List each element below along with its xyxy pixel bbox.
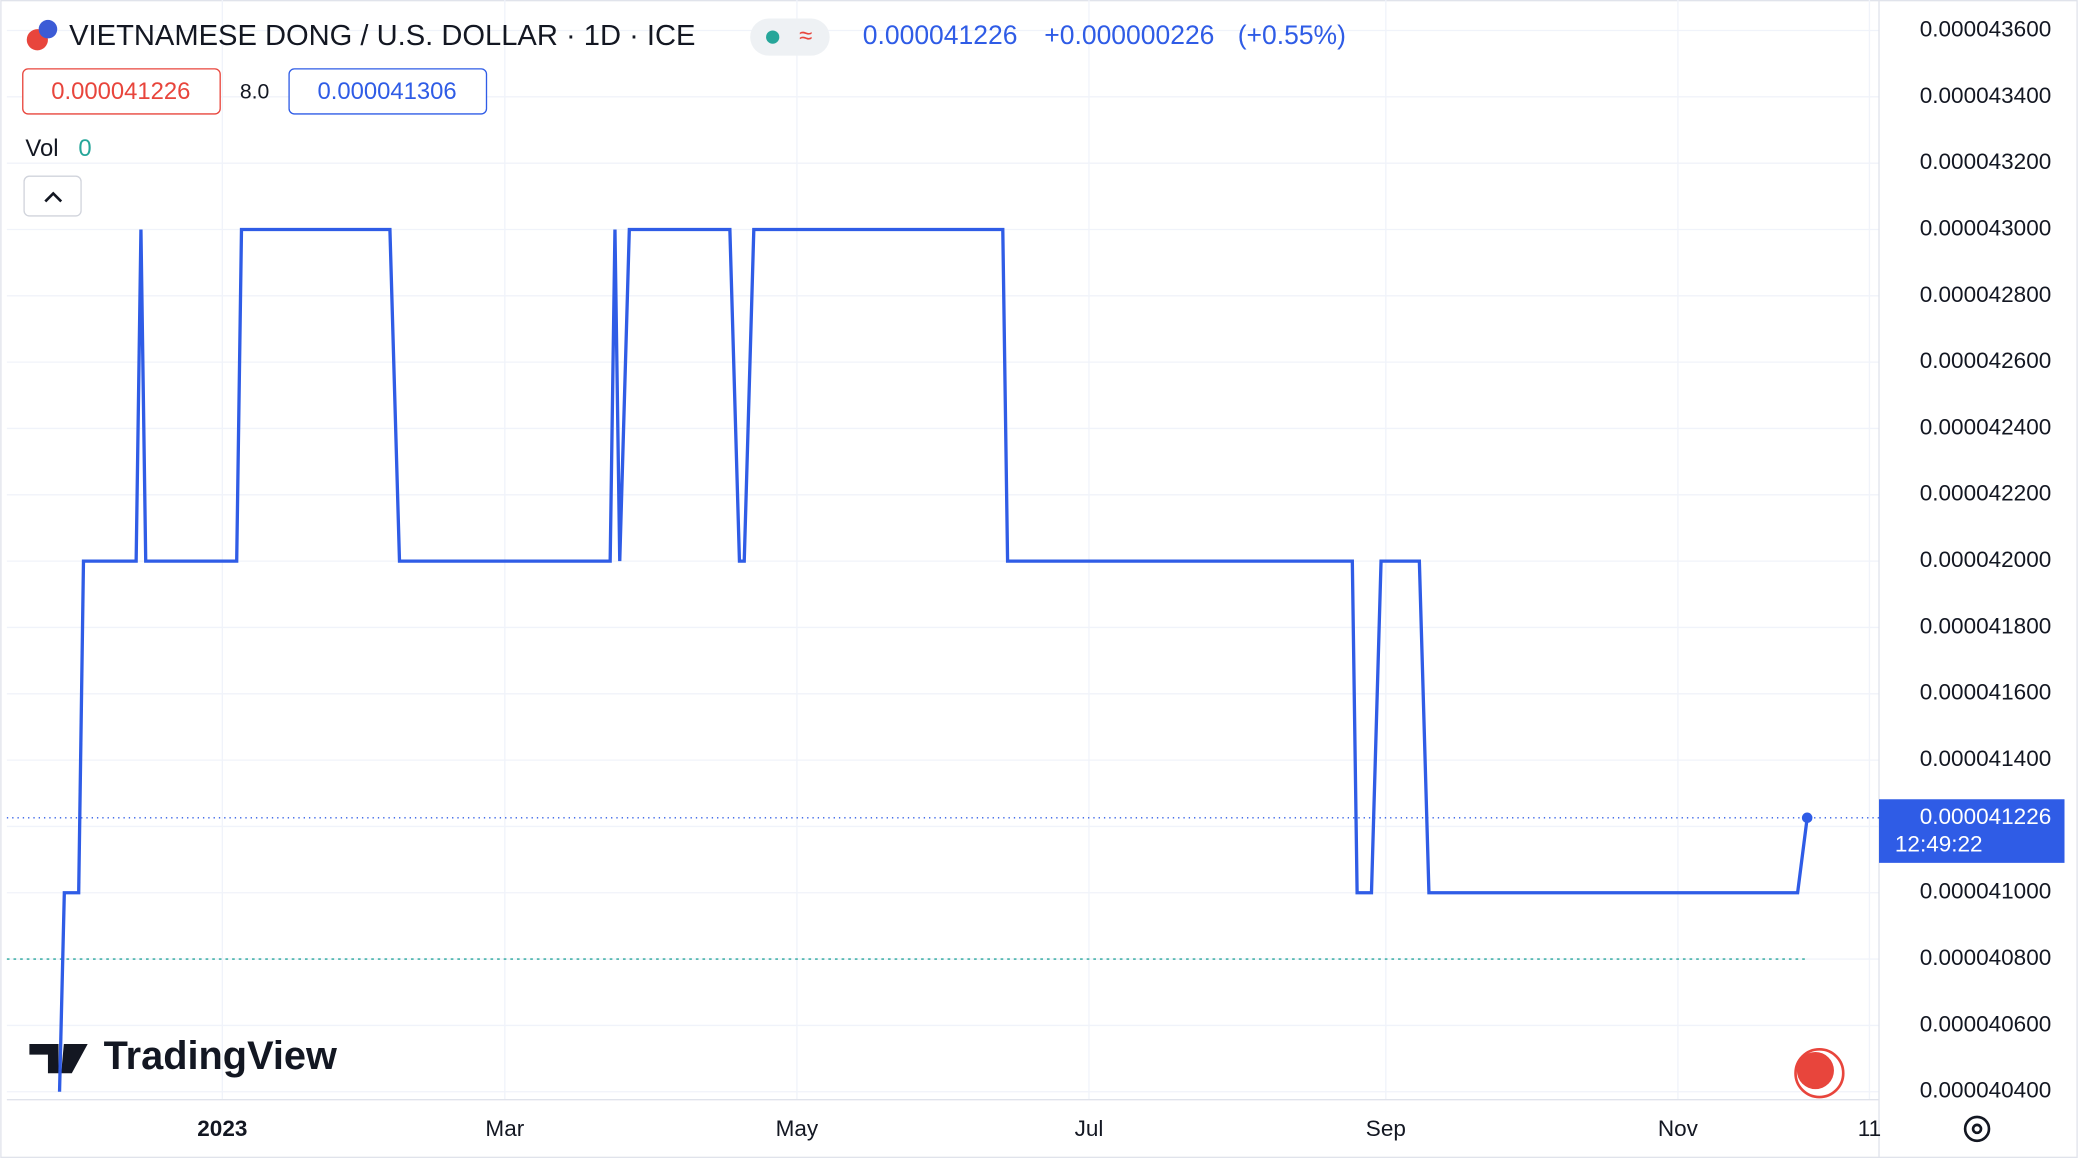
price-change-pct: (+0.55%) xyxy=(1238,20,1346,50)
y-tick-label: 0.000042000 xyxy=(1920,547,2051,572)
status-pill xyxy=(750,18,830,56)
y-tick-label: 0.000040600 xyxy=(1920,1011,2051,1036)
flag-icon xyxy=(38,19,58,39)
buy-price[interactable]: 0.000041306 xyxy=(318,78,457,105)
volume-label: Vol xyxy=(25,135,58,162)
price-line-series xyxy=(57,227,1809,1092)
market-status xyxy=(766,30,780,44)
y-tick-label: 0.000040800 xyxy=(1920,945,2051,970)
y-tick-label: 0.000043600 xyxy=(1920,16,2051,41)
y-tick-label: 0.000041000 xyxy=(1920,879,2051,904)
y-tick-label: 0.000041800 xyxy=(1920,613,2051,638)
y-tick-label: 0.000042600 xyxy=(1920,348,2051,373)
y-tick-label: 0.000043400 xyxy=(1920,83,2051,108)
y-tick-label: 0.000042200 xyxy=(1920,481,2051,506)
x-tick-label: May xyxy=(776,1116,819,1141)
collapse-button[interactable] xyxy=(23,175,82,217)
y-tick-label: 0.000043000 xyxy=(1920,215,2051,240)
y-tick-label: 0.000042400 xyxy=(1920,414,2051,439)
sell-price[interactable]: 0.000041226 xyxy=(51,78,190,105)
delay-icon: ≈ xyxy=(799,22,812,49)
y-tick-label: 0.000042800 xyxy=(1920,282,2051,307)
collapse-icon[interactable] xyxy=(44,191,63,203)
price-badge xyxy=(1879,799,2065,863)
x-tick-label: Jul xyxy=(1075,1116,1104,1141)
price-badge-label: 0.000041226 xyxy=(1920,804,2051,829)
last-point xyxy=(1801,812,1813,824)
logo-text: TradingView xyxy=(104,1034,337,1078)
x-tick-label: Nov xyxy=(1658,1116,1699,1141)
settings-icon[interactable] xyxy=(1963,1115,1991,1143)
y-tick-label: 0.000040400 xyxy=(1920,1078,2051,1103)
price-change: +0.000000226 xyxy=(1044,20,1214,50)
spread: 8.0 xyxy=(240,80,269,103)
last-price: 0.000041226 xyxy=(863,20,1018,50)
y-tick-label: 0.000041600 xyxy=(1920,680,2051,705)
flag-icon xyxy=(1796,1052,1834,1090)
x-tick-label: Sep xyxy=(1366,1116,1406,1141)
chart-title: VIETNAMESE DONG / U.S. DOLLAR · 1D · ICE xyxy=(69,20,695,52)
settings-icon[interactable] xyxy=(1963,1115,1991,1143)
y-tick-label: 0.000043200 xyxy=(1920,149,2051,174)
buy-button[interactable] xyxy=(288,68,488,115)
y-tick-label: 0.000041400 xyxy=(1920,746,2051,771)
volume-value: 0 xyxy=(78,135,91,162)
x-tick-label: Mar xyxy=(485,1116,524,1141)
settings-icon[interactable] xyxy=(1971,1123,1983,1135)
logo-icon xyxy=(29,1044,88,1074)
price-countdown: 12:49:22 xyxy=(1895,832,1983,857)
x-tick-label: 11 xyxy=(1858,1116,1881,1141)
sell-button[interactable] xyxy=(22,68,221,115)
x-tick-label: 2023 xyxy=(197,1116,247,1141)
